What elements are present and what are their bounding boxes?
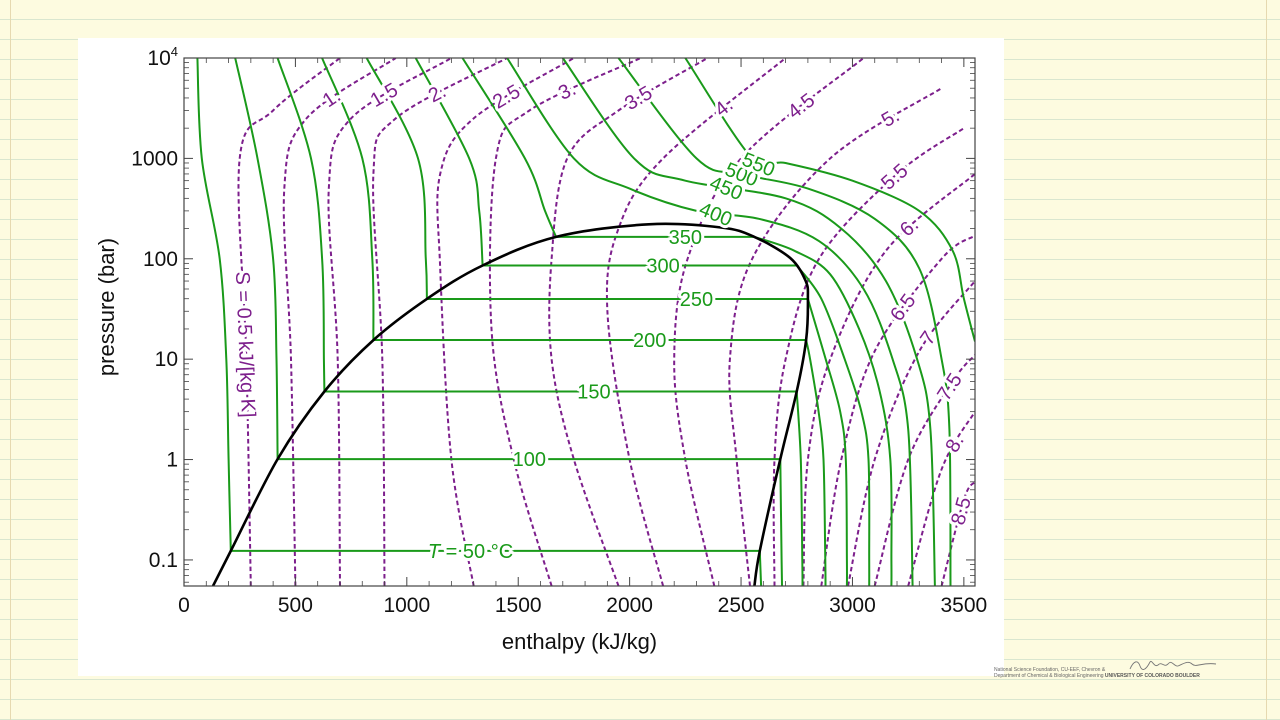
isotherm-liquid-50 (196, 58, 232, 551)
page-margin-right (1266, 0, 1267, 720)
saturation-dome (211, 222, 810, 586)
x-tick-label: 3000 (829, 594, 876, 617)
credit-text: National Science Foundation, CU-EEF, Che… (994, 667, 1224, 679)
isotherm-label-150: 150 (577, 382, 610, 404)
credit-line-2-row: Department of Chemical & Biological Engi… (994, 673, 1224, 679)
isentrope-line-0.5 (237, 58, 341, 586)
isentrope-line-4 (605, 58, 787, 586)
x-tick-label: 1500 (495, 594, 542, 617)
isotherm-label-100: 100 (513, 449, 546, 471)
x-axis-label: enthalpy (kJ/kg) (502, 629, 657, 654)
isentrope-label-3: 3. (555, 78, 579, 105)
x-tick-label: 3500 (940, 594, 987, 617)
y-tick-label: 100 (143, 248, 178, 271)
isotherm-liquid-350 (461, 58, 558, 238)
isotherm-label-350: 350 (669, 227, 702, 249)
isotherm-vapor-450 (561, 58, 936, 586)
isotherm-liquid-150 (276, 58, 326, 392)
isotherm-label-300: 300 (646, 255, 679, 277)
y-tick-label: 1 (166, 449, 178, 472)
isotherm-label-200: 200 (633, 330, 666, 352)
isotherm-vapor-200 (805, 339, 827, 586)
isentrope-line-7.5 (873, 354, 975, 586)
isentrope-label-7.5: 7.5 (933, 370, 967, 405)
isentrope-label-6.5: 6.5 (886, 290, 920, 325)
isentrope-line-8 (907, 411, 975, 586)
x-tick-label: 2500 (718, 594, 765, 617)
isentrope-line-1.5 (327, 58, 452, 586)
isentrope-line-6.5 (820, 234, 975, 586)
isotherm-vapor-350 (754, 235, 893, 586)
isotherm-label-250: 250 (680, 289, 713, 311)
isotherm-vapor-300 (795, 264, 871, 586)
chart-panel: T = 50 °C 100 150 200 250 300 350 400 450 500 550 S… (78, 38, 1004, 676)
isentrope-line-3.5 (548, 58, 709, 586)
y-axis-label: pressure (bar) (94, 238, 119, 376)
isentrope-label-5: 5. (878, 105, 903, 132)
y-tick-label: 104 (147, 44, 178, 70)
isentrope-line-2.5 (436, 58, 575, 586)
isotherm-vapor-150 (795, 391, 804, 586)
x-tick-label: 1000 (383, 594, 430, 617)
isotherm-vapor-100 (779, 459, 783, 586)
ph-diagram: T = 50 °C100150200250300350400450500550S… (94, 44, 987, 654)
isentrope-label-3.5: 3.5 (621, 82, 656, 115)
credit-line-1: National Science Foundation, CU-EEF, Che… (994, 667, 1106, 673)
isentrope-line-7 (847, 280, 975, 586)
isotherm-label-50: T = 50 °C (428, 541, 513, 563)
isentrope-label-5.5: 5.5 (877, 160, 912, 195)
isentrope-line-8.5 (940, 481, 975, 586)
isotherm-liquid-200 (321, 58, 375, 341)
isotherm-liquid-300 (414, 58, 484, 266)
isentrope-label-1: 1. (319, 85, 345, 113)
isotherm-vapor-250 (806, 298, 848, 586)
isotherm-liquid-100 (234, 58, 279, 460)
isentrope-line-2 (372, 58, 508, 586)
isentrope-label-2: 2. (425, 80, 450, 107)
isentrope-line-5.5 (772, 127, 965, 586)
x-tick-label: 0 (178, 594, 190, 617)
isentrope-label-0.5: S = 0.5 kJ/[kg K] (231, 271, 259, 418)
page-margin-left (10, 0, 11, 720)
university-name: UNIVERSITY OF COLORADO BOULDER (1104, 673, 1200, 679)
y-tick-label: 0.1 (149, 549, 178, 572)
isentrope-line-4.5 (673, 58, 865, 586)
signature-logo (1129, 660, 1217, 670)
y-tick-label: 10 (155, 348, 178, 371)
isotherm-liquid-250 (365, 58, 428, 299)
isentrope-label-1.5: 1.5 (367, 79, 402, 112)
isentrope-label-8: 8. (941, 431, 968, 457)
isotherm-vapor-550 (684, 58, 975, 342)
isentrope-line-3 (488, 58, 642, 586)
y-tick-label: 1000 (131, 147, 178, 170)
isotherm-vapor-500 (617, 58, 952, 586)
credit-line-2: Department of Chemical & Biological Engi… (994, 673, 1104, 679)
x-tick-label: 500 (278, 594, 313, 617)
x-tick-label: 2000 (606, 594, 653, 617)
plot-area (196, 58, 975, 586)
isotherm-vapor-400 (506, 58, 914, 586)
plot-frame (183, 57, 976, 587)
isentrope-line-1 (282, 58, 397, 586)
